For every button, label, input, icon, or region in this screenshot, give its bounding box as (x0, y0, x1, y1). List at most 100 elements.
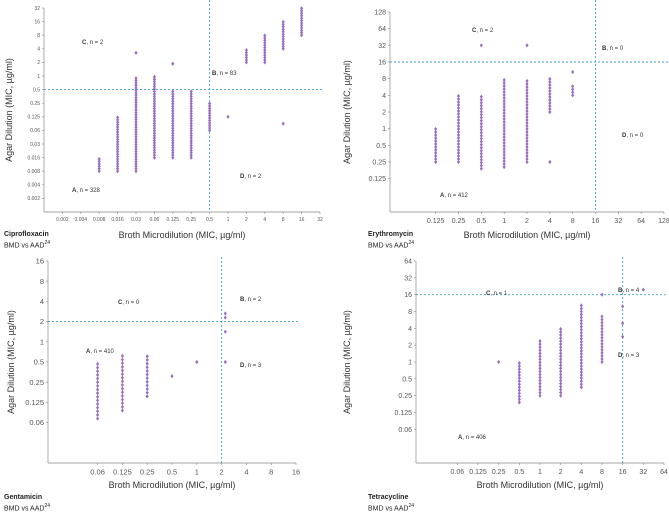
data-point (116, 149, 120, 154)
data-point (456, 147, 461, 153)
caption-gentamicin: Gentamicin BMD vs AAD24 (4, 493, 50, 513)
data-point (525, 96, 529, 102)
data-point (145, 354, 149, 359)
data-point (170, 374, 174, 379)
data-point (96, 405, 100, 410)
data-point (497, 359, 501, 365)
data-point (145, 394, 149, 399)
data-point (538, 360, 542, 365)
data-point (525, 120, 529, 126)
quadrant-label-b: B, n = 4 (618, 288, 640, 294)
x-axis-label: Broth Microdilution (MIC, µg/ml) (464, 230, 591, 240)
data-point (97, 156, 101, 162)
y-tick-label: 0.06 (29, 418, 44, 427)
data-point (548, 159, 552, 165)
data-point (538, 375, 542, 380)
y-tick-label: 1 (382, 126, 386, 133)
y-tick-label: 0.25 (398, 393, 412, 400)
data-point (134, 78, 138, 83)
data-point (525, 123, 529, 129)
data-point (145, 379, 149, 384)
y-axis-label: Agar Dilution (MIC, µg/ml) (6, 310, 16, 414)
y-tick-label: 2 (37, 60, 40, 66)
data-point (120, 382, 124, 388)
data-point (525, 129, 529, 135)
data-point (456, 156, 461, 162)
quadrant-count: , n = 328 (76, 188, 100, 194)
x-tick-label: 0.25 (452, 218, 466, 225)
data-point (525, 150, 529, 156)
data-point (120, 353, 124, 359)
data-point (300, 25, 304, 30)
data-point (559, 326, 563, 332)
data-point (456, 120, 461, 126)
data-point (171, 116, 175, 121)
y-tick-label: 16 (36, 257, 44, 266)
data-point (525, 153, 529, 159)
data-point (208, 108, 212, 113)
data-point (244, 52, 248, 58)
x-tick-label: 0.25 (492, 469, 506, 476)
y-tick-label: 0.5 (402, 376, 412, 383)
data-point (281, 24, 285, 29)
data-point (559, 366, 563, 371)
data-point (600, 350, 604, 356)
data-point (152, 89, 156, 94)
data-point (456, 129, 461, 135)
data-point (579, 379, 583, 384)
x-tick-label: 0.125 (167, 217, 180, 223)
data-point (300, 23, 304, 28)
quadrant-label-d: D, n = 0 (622, 133, 644, 139)
data-point (525, 108, 529, 114)
data-point (171, 123, 175, 128)
data-point (145, 372, 149, 377)
quadrant-label-a: A, n = 410 (86, 349, 115, 355)
x-tick-label: 1 (538, 469, 542, 476)
data-point (134, 76, 138, 81)
data-point (134, 80, 138, 86)
data-point (538, 339, 542, 344)
data-point (152, 113, 156, 119)
data-point (525, 90, 529, 96)
y-tick-label: 16 (378, 59, 386, 66)
data-point (116, 127, 120, 132)
data-point (189, 133, 193, 138)
data-point (300, 13, 304, 18)
quadrant-count: , n = 2 (244, 297, 262, 303)
data-point (600, 317, 604, 322)
data-point (600, 320, 604, 325)
quadrant-letter: A (72, 188, 77, 194)
data-point (116, 137, 120, 142)
data-point (116, 161, 120, 166)
data-point (134, 115, 138, 120)
data-point (189, 148, 193, 153)
data-point (538, 378, 542, 383)
data-point (456, 135, 461, 141)
y-tick-label: 8 (40, 277, 44, 286)
data-point (579, 385, 583, 390)
y-tick-label: 32 (378, 43, 386, 50)
data-point (116, 132, 120, 137)
data-point (171, 150, 175, 155)
data-point (479, 94, 483, 99)
data-point (152, 126, 156, 131)
data-point (579, 303, 583, 308)
data-point (97, 166, 101, 171)
data-point (456, 150, 461, 156)
y-tick-label: 0.03 (30, 142, 40, 148)
data-point (116, 144, 120, 149)
data-point (171, 155, 175, 160)
chart-erythromycin: 0.125 0.25 0.5 1 2 4 8 16 32 64 128 0.125 0.25 0.5 1 2 4… (342, 0, 669, 240)
y-tick-label: 64 (378, 26, 386, 33)
data-point (281, 29, 285, 34)
data-point (189, 143, 193, 148)
data-point (281, 44, 285, 49)
x-tick-label: 16 (619, 469, 627, 476)
x-tick-label: 64 (660, 469, 668, 476)
x-axis-label: Broth Microdilution (MIC, µg/ml) (119, 230, 246, 240)
data-point (116, 120, 120, 125)
x-tick-label: 0.125 (427, 218, 445, 225)
data-point (456, 114, 461, 120)
caption-ciprofloxacin: Ciprofloxacin BMD vs AAD24 (4, 230, 50, 250)
data-point (479, 43, 483, 48)
